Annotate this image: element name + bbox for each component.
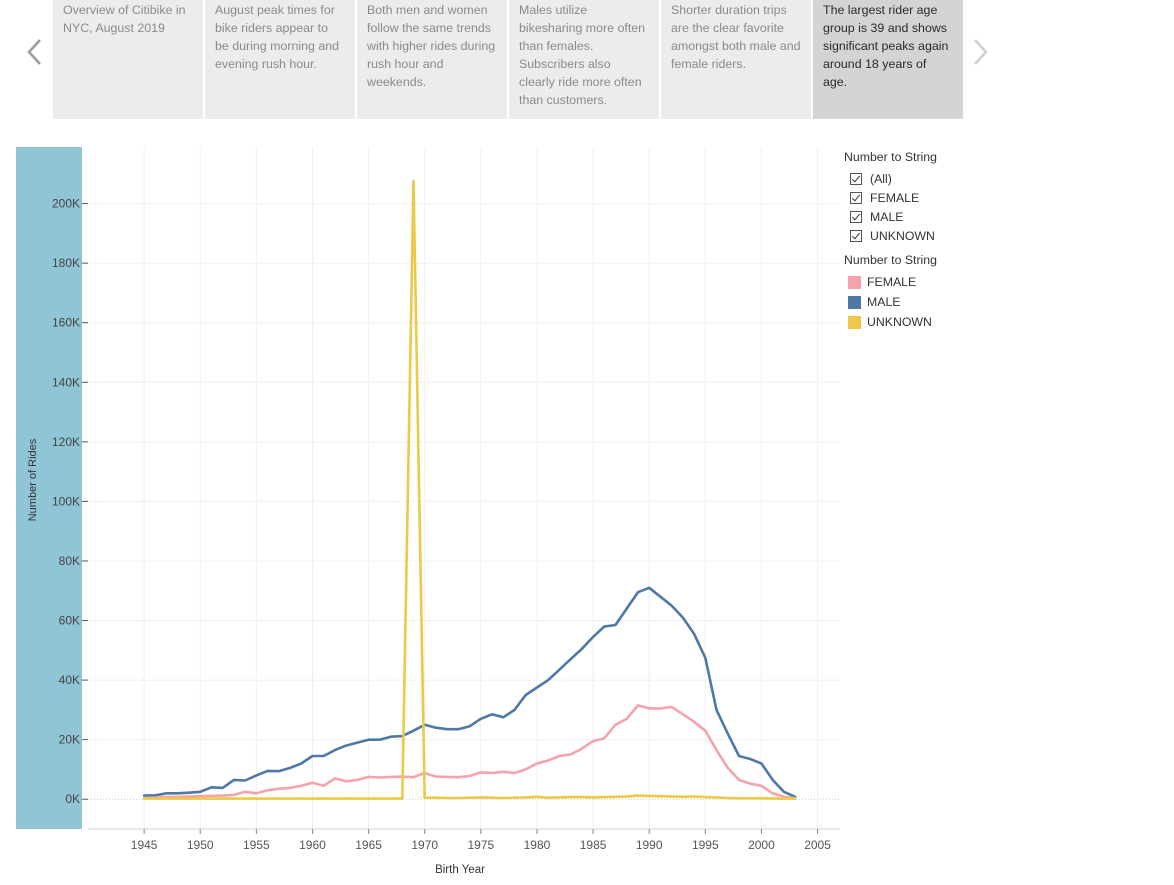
y-tick-label: 80K	[59, 554, 80, 568]
filter-title: Number to String	[844, 150, 937, 164]
y-tick-label: 40K	[59, 673, 80, 687]
series-line-female[interactable]	[142, 704, 797, 800]
filter-item-label: FEMALE	[870, 190, 920, 205]
legend-item-label: FEMALE	[867, 275, 917, 289]
x-tick-label: 1990	[636, 838, 663, 852]
filter-item-label: (All)	[870, 171, 892, 186]
color-legend-title: Number to String	[844, 253, 937, 267]
legend-item[interactable]: UNKNOWN	[844, 312, 1044, 332]
legend-swatch	[848, 275, 861, 289]
legend-swatch	[848, 295, 861, 309]
checkbox-checked-icon[interactable]	[850, 191, 862, 204]
x-tick-label: 1955	[243, 838, 270, 852]
legend-swatch	[848, 315, 861, 329]
filter-item[interactable]: FEMALE	[844, 188, 1044, 207]
x-tick-label: 1950	[187, 838, 214, 852]
y-tick-label: 140K	[52, 375, 80, 389]
y-tick-label: 0K	[65, 792, 80, 806]
filter-item-label: MALE	[870, 209, 904, 224]
checkbox-checked-icon[interactable]	[850, 172, 862, 185]
x-tick-label: 2005	[804, 838, 831, 852]
x-tick-label: 2000	[748, 838, 775, 852]
y-tick-label: 100K	[52, 494, 80, 508]
series-line-male[interactable]	[142, 586, 797, 799]
x-tick-label: 1965	[355, 838, 382, 852]
y-tick-label: 120K	[52, 435, 80, 449]
y-tick-label: 200K	[52, 197, 80, 211]
checkbox-checked-icon[interactable]	[850, 210, 862, 223]
story-point-5[interactable]: Shorter duration trips are the clear fav…	[661, 0, 811, 119]
next-arrow-icon[interactable]	[965, 30, 995, 74]
y-axis-title: Number of Rides	[27, 438, 39, 521]
legend-item-label: MALE	[867, 295, 901, 309]
filter-item[interactable]: (All)	[844, 169, 1044, 188]
story-point-2[interactable]: August peak times for bike riders appear…	[205, 0, 355, 119]
y-axis-band	[16, 147, 82, 829]
x-tick-label: 1945	[131, 838, 158, 852]
checkbox-checked-icon[interactable]	[850, 229, 862, 242]
previous-arrow-icon[interactable]	[20, 30, 50, 74]
x-tick-label: 1975	[467, 838, 494, 852]
y-tick-label: 60K	[59, 614, 80, 628]
x-tick-label: 1970	[411, 838, 438, 852]
x-tick-label: 1980	[524, 838, 551, 852]
legend-item[interactable]: FEMALE	[844, 272, 1044, 292]
line-chart: 0K 20K 40K 60K 80K 100K 120K 140K 160K 180K 200K 19…	[0, 140, 1174, 885]
x-tick-label: 1985	[580, 838, 607, 852]
filter-item[interactable]: MALE	[844, 207, 1044, 226]
y-tick-label: 180K	[52, 256, 80, 270]
story-point-3[interactable]: Both men and women follow the same trend…	[357, 0, 507, 119]
story-point-1[interactable]: Overview of Citibike in NYC, August 2019	[53, 0, 203, 119]
x-tick-label: 1960	[299, 838, 326, 852]
legend-item[interactable]: MALE	[844, 292, 1044, 312]
legend-item-label: UNKNOWN	[867, 315, 932, 329]
series-line-unknown[interactable]	[142, 179, 797, 800]
x-axis-title: Birth Year	[435, 864, 485, 876]
story-navigation: Overview of Citibike in NYC, August 2019…	[0, 0, 1174, 120]
x-tick-label: 1995	[692, 838, 719, 852]
y-tick-label: 160K	[52, 316, 80, 330]
legend-panel: Number to String (All) FEMALE MALE UNKNOWN …	[844, 150, 1044, 332]
y-tick-label: 20K	[59, 733, 80, 747]
filter-item-label: UNKNOWN	[870, 228, 935, 243]
story-point-4[interactable]: Males utilize bikesharing more often tha…	[509, 0, 659, 119]
story-point-6[interactable]: The largest rider age group is 39 and sh…	[813, 0, 963, 119]
filter-item[interactable]: UNKNOWN	[844, 226, 1044, 245]
